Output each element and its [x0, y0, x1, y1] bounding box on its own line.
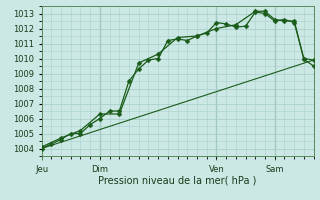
- X-axis label: Pression niveau de la mer( hPa ): Pression niveau de la mer( hPa ): [99, 175, 257, 185]
